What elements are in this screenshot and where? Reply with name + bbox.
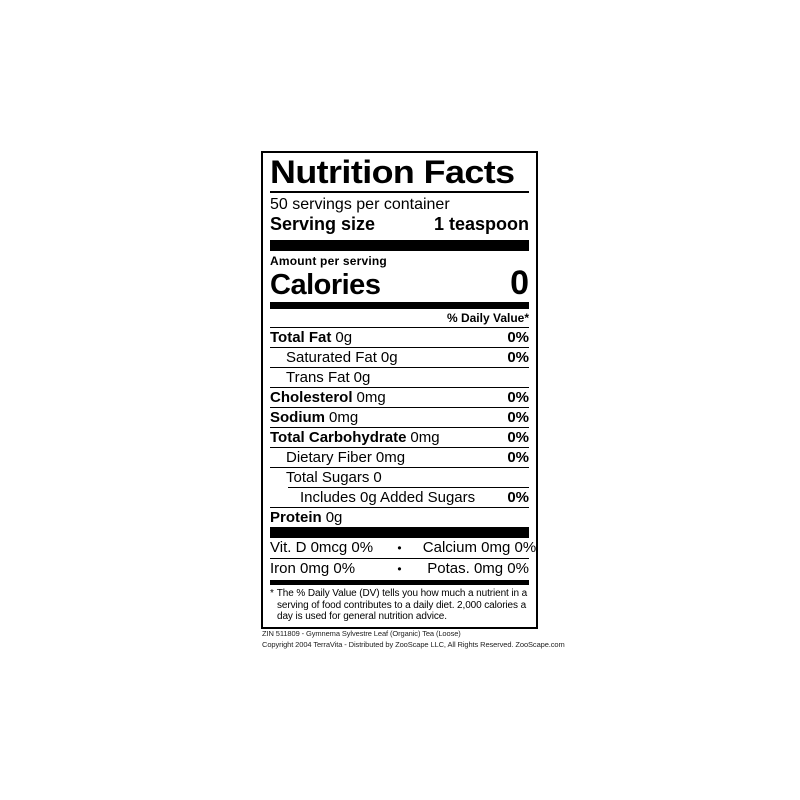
nutrient-name: Saturated Fat (286, 349, 377, 366)
serving-size-row: Serving size 1 teaspoon (270, 214, 529, 235)
nutrient-amount: 0g (335, 329, 353, 346)
nutrient-row-trans-fat: Trans Fat 0g (270, 368, 529, 388)
nutrient-dv: 0% (507, 409, 529, 426)
title-divider (270, 191, 529, 193)
nutrient-dv: 0% (507, 489, 529, 506)
daily-value-header: % Daily Value* (270, 309, 529, 328)
calories-label: Calories (270, 269, 381, 301)
nutrient-row-protein: Protein 0g (270, 508, 529, 527)
nutrient-name: Protein (270, 509, 322, 526)
nutrient-amount: 0mg (356, 389, 386, 406)
nutrient-row-sodium: Sodium 0mg 0% (270, 408, 529, 428)
nutrient-dv: 0% (507, 449, 529, 466)
nutrient-row-total-fat: Total Fat 0g 0% (270, 328, 529, 348)
nutrient-amount: 0 (373, 469, 382, 486)
nutrient-row-total-carbohydrate: Total Carbohydrate 0mg 0% (270, 428, 529, 448)
product-footer: ZIN 511809 - Gymnema Sylvestre Leaf (Org… (262, 628, 565, 650)
calories-row: Calories 0 (270, 264, 529, 302)
micronutrient-left: Vit. D 0mcg 0% (270, 539, 374, 556)
servings-per-container: 50 servings per container (270, 196, 450, 213)
nutrient-row-cholesterol: Cholesterol 0mg 0% (270, 388, 529, 408)
thick-bar-top (270, 240, 529, 251)
serving-size-label: Serving size (270, 214, 376, 234)
nutrient-amount: 0mg (410, 429, 440, 446)
medium-bar-footnote (270, 580, 529, 585)
bullet-separator-icon: • (397, 541, 402, 555)
nutrient-row-saturated-fat: Saturated Fat 0g 0% (270, 348, 529, 368)
nutrient-name: Total Carbohydrate (270, 429, 407, 446)
nutrient-row-dietary-fiber: Dietary Fiber 0mg 0% (270, 448, 529, 468)
nutrient-name: Total Sugars (286, 469, 370, 486)
serving-size-value: 1 teaspoon (433, 214, 529, 234)
product-id-line: ZIN 511809 - Gymnema Sylvestre Leaf (Org… (262, 629, 461, 638)
nutrition-facts-label: Nutrition Facts 50 servings per containe… (261, 151, 538, 629)
nutrient-amount: 0mg (375, 449, 406, 466)
nutrient-amount: 0g (380, 349, 398, 366)
micronutrient-row-2: Iron 0mg 0% • Potas. 0mg 0% (270, 559, 529, 579)
nutrient-amount: 0g (325, 509, 343, 526)
nutrient-dv: 0% (507, 429, 529, 446)
nutrient-name: Total Fat (270, 329, 332, 346)
amount-per-serving-label: Amount per serving (270, 254, 387, 268)
daily-value-footnote: * The % Daily Value (DV) tells you how mu… (270, 588, 529, 623)
nutrient-amount: 0mg (329, 409, 359, 426)
nutrient-dv: 0% (507, 349, 529, 366)
nutrient-row-total-sugars: Total Sugars 0 (270, 468, 529, 487)
nutrient-name: Sodium (270, 409, 325, 426)
micronutrient-right: Potas. 0mg 0% (427, 560, 529, 577)
micronutrient-right: Calcium 0mg 0% (422, 539, 537, 556)
nutrient-name: Includes 0g Added Sugars (300, 489, 476, 506)
label-title: Nutrition Facts (270, 154, 515, 190)
micronutrient-left: Iron 0mg 0% (270, 560, 356, 577)
nutrient-dv: 0% (507, 329, 529, 346)
nutrient-dv: 0% (507, 389, 529, 406)
nutrient-row-added-sugars: Includes 0g Added Sugars 0% (270, 488, 529, 508)
footnote-marker: * (270, 588, 274, 599)
calories-value: 0 (510, 264, 529, 302)
medium-bar-calories (270, 302, 529, 309)
micronutrient-row-1: Vit. D 0mcg 0% • Calcium 0mg 0% (270, 538, 537, 559)
footnote-text: The % Daily Value (DV) tells you how muc… (276, 588, 528, 622)
nutrient-name: Cholesterol (270, 389, 353, 406)
copyright-line: Copyright 2004 TerraVita - Distributed b… (262, 640, 565, 649)
added-sugars-divider (288, 487, 529, 488)
nutrient-name: Dietary Fiber (286, 449, 372, 466)
nutrient-name: Trans Fat (286, 369, 350, 386)
nutrient-amount: 0g (353, 369, 371, 386)
thick-bar-bottom (270, 527, 529, 538)
bullet-separator-icon: • (397, 562, 402, 576)
